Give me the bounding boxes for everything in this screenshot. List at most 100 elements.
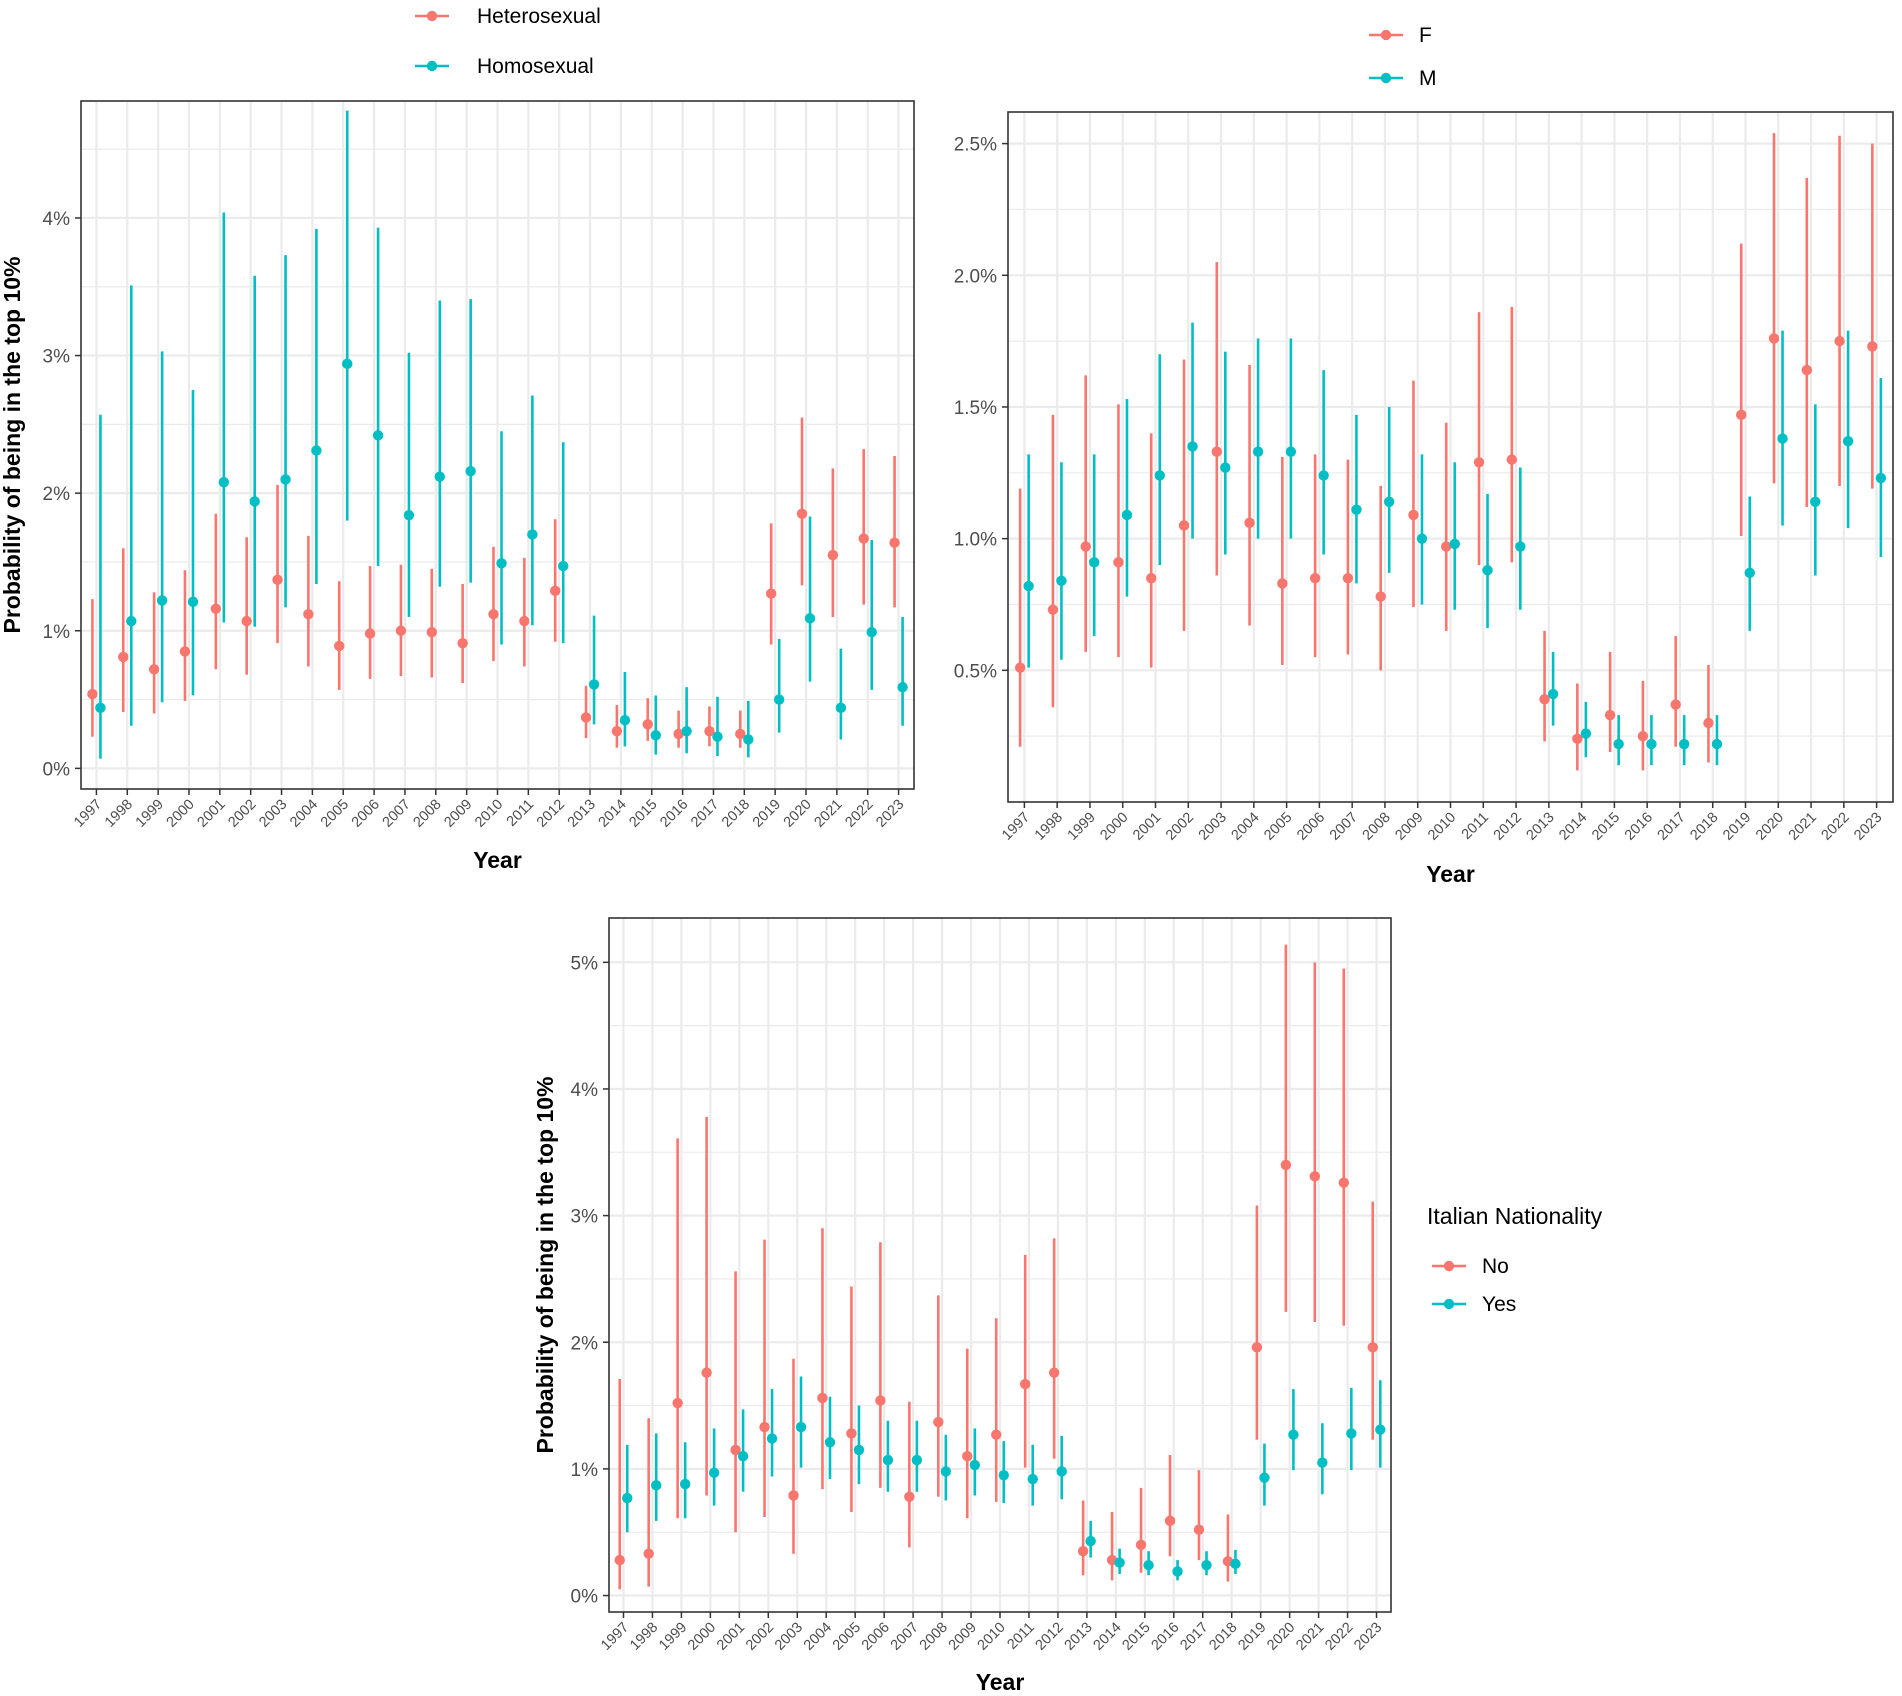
data-point (1280, 1159, 1292, 1171)
y-tick-label: 5% (571, 953, 599, 974)
data-point (882, 1454, 894, 1466)
data-point (1085, 1535, 1096, 1547)
y-tick-label: 4% (571, 1080, 599, 1101)
data-point (1187, 441, 1198, 452)
y-axis-title: Probability of being in the top 10% (532, 1077, 558, 1454)
data-point (558, 560, 569, 572)
y-tick-label: 1% (571, 1460, 599, 1481)
x-tick-label: 2011 (1459, 810, 1492, 843)
data-point (1056, 575, 1067, 586)
data-point (701, 1367, 712, 1378)
x-tick-label: 2008 (1360, 810, 1394, 844)
data-point (773, 694, 785, 705)
x-tick-label: 2019 (1235, 1620, 1269, 1654)
legend-label: No (1482, 1255, 1509, 1278)
x-tick-label: 1998 (102, 797, 136, 831)
x-tick-label: 2004 (1229, 810, 1263, 844)
data-point (1251, 1342, 1263, 1353)
data-point (118, 651, 129, 663)
legend-key-point (1443, 1260, 1455, 1272)
data-point (1230, 1558, 1241, 1570)
legend: Italian Nationality No Yes (1427, 1203, 1603, 1316)
data-point (611, 726, 623, 737)
chart-3: 0% 1% 2% 3% 4% 5% 1997199819992000200120022003… (532, 917, 1603, 1695)
data-point (465, 465, 476, 477)
data-point (434, 471, 446, 482)
data-point (1842, 435, 1854, 447)
x-tick-label: 2001 (714, 1620, 748, 1654)
data-point (588, 679, 600, 690)
data-point (1875, 472, 1887, 484)
x-tick-label: 2013 (565, 797, 599, 831)
data-point (911, 1454, 923, 1466)
data-point (148, 664, 160, 675)
data-point (737, 1451, 749, 1462)
data-point (1777, 433, 1788, 444)
data-point (1014, 662, 1026, 673)
x-tick-label: 2015 (1589, 810, 1623, 844)
data-point (1211, 446, 1222, 457)
data-point (735, 728, 746, 740)
data-point (991, 1429, 1002, 1440)
data-point (1346, 1428, 1357, 1439)
data-point (1023, 580, 1034, 592)
x-tick-label: 1999 (656, 1620, 690, 1654)
x-tick-label: 2001 (195, 797, 229, 831)
x-tick-label: 1997 (598, 1620, 632, 1654)
data-point (403, 509, 415, 521)
y-axis-title: Probability of being in the top 10% (0, 257, 25, 634)
data-point (457, 637, 468, 649)
x-tick-label: 2007 (888, 1620, 922, 1654)
x-tick-label: 2021 (1786, 810, 1820, 844)
data-point (766, 1433, 778, 1444)
data-point (643, 1548, 654, 1559)
data-point (704, 726, 715, 737)
x-tick-label: 2009 (946, 1620, 980, 1654)
data-point (1318, 470, 1329, 481)
data-point (1375, 1424, 1386, 1435)
data-point (179, 646, 191, 657)
data-point (372, 430, 384, 441)
x-tick-label: 2000 (685, 1620, 719, 1654)
x-tick-label: 2019 (1720, 810, 1754, 844)
series-homosexual (95, 110, 908, 759)
x-tick-label: 2005 (830, 1620, 864, 1654)
x-tick-label: 2022 (1819, 810, 1853, 844)
data-point (642, 719, 653, 730)
data-point (765, 588, 777, 599)
data-point (1342, 572, 1354, 584)
data-point (853, 1444, 865, 1456)
y-tick-label: 1% (43, 622, 71, 643)
y-tick-label: 0.5% (954, 661, 997, 682)
series-yes (622, 1376, 1386, 1581)
data-point (1048, 1367, 1060, 1378)
data-point (846, 1428, 857, 1439)
data-point (1506, 454, 1517, 465)
data-point (1744, 567, 1755, 579)
data-point (1201, 1559, 1212, 1571)
legend-key-point (426, 10, 438, 22)
data-point (156, 595, 168, 606)
x-tick-label: 2004 (287, 797, 321, 831)
x-tick-label: 2003 (256, 797, 290, 831)
x-tick-label: 2008 (410, 797, 444, 831)
data-point (1178, 520, 1190, 531)
x-tick-label: 2022 (842, 797, 876, 831)
data-point (796, 508, 808, 519)
data-point (1473, 457, 1485, 468)
data-point (210, 603, 222, 614)
x-tick-label: 2012 (534, 797, 568, 831)
x-tick-label: 1999 (133, 797, 167, 831)
x-tick-label: 2008 (917, 1620, 951, 1654)
legend-key-point (1380, 72, 1392, 84)
data-point (1384, 496, 1395, 507)
x-tick-label: 2012 (1033, 1620, 1067, 1654)
x-tick-label: 2006 (1294, 810, 1328, 844)
y-tick-label: 4% (43, 209, 71, 230)
y-tick-label: 0% (43, 759, 71, 780)
legend-label: Yes (1482, 1293, 1516, 1316)
x-tick-label: 2013 (1062, 1620, 1096, 1654)
data-point (1114, 1557, 1125, 1568)
data-point (730, 1444, 741, 1456)
